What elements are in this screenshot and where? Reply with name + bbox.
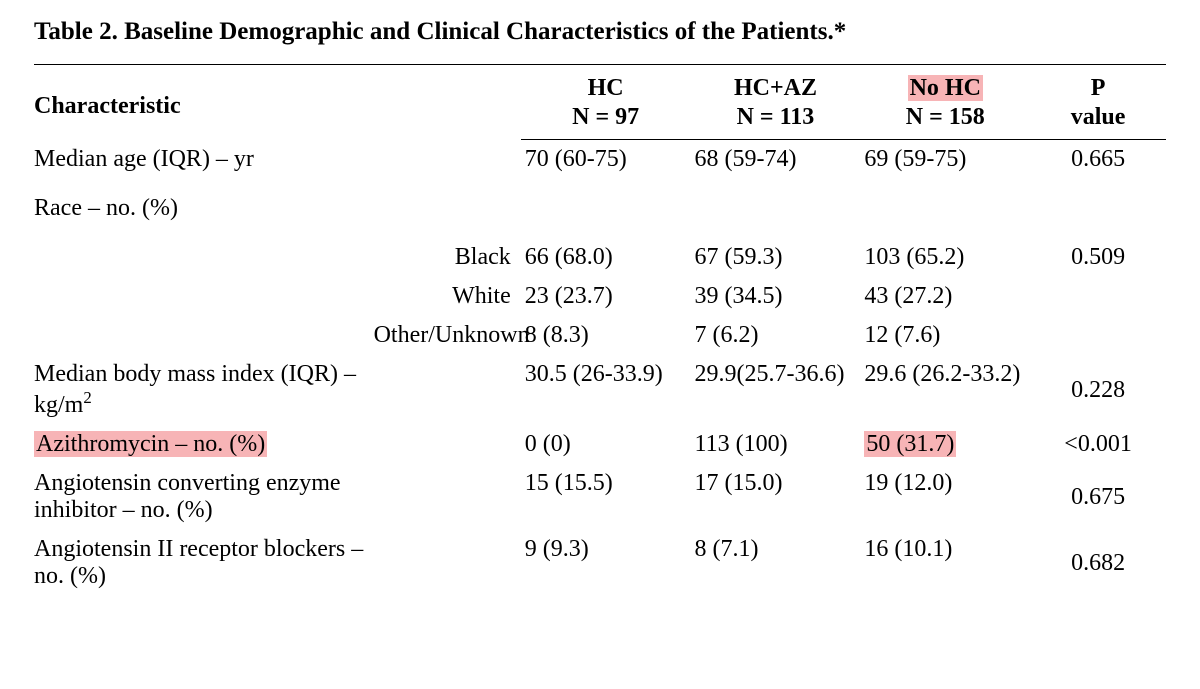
table-row: Azithromycin – no. (%) 0 (0)113 (100)50 (… — [34, 425, 1166, 464]
cell-hcaz: 17 (15.0) — [691, 464, 861, 530]
highlight: Azithromycin – no. (%) — [34, 431, 267, 457]
cell-pvalue: 0.228 — [1030, 355, 1166, 425]
cell-hcaz: 68 (59-74) — [691, 140, 861, 180]
table-body: Median age (IQR) – yr 70 (60-75)68 (59-74… — [34, 140, 1166, 597]
page: Table 2. Baseline Demographic and Clinic… — [0, 0, 1200, 626]
cell-nohc: 16 (10.1) — [860, 530, 1030, 596]
row-label: Angiotensin converting enzyme inhibitor … — [34, 464, 374, 530]
cell-nohc: 12 (7.6) — [860, 316, 1030, 355]
cell-nohc: 43 (27.2) — [860, 277, 1030, 316]
header-characteristic: Characteristic — [34, 65, 521, 140]
header-group-nohc-label: No HC — [908, 75, 983, 101]
cell-pvalue — [1030, 277, 1166, 316]
cell-hcaz: 8 (7.1) — [691, 530, 861, 596]
cell-nohc: 29.6 (26.2-33.2) — [860, 355, 1030, 425]
header-p-top: P — [1030, 65, 1166, 104]
cell-nohc: 19 (12.0) — [860, 464, 1030, 530]
cell-pvalue — [1030, 316, 1166, 355]
header-n-hcaz: N = 113 — [691, 103, 861, 140]
cell-nohc: 69 (59-75) — [860, 140, 1030, 180]
table-row: Angiotensin converting enzyme inhibitor … — [34, 464, 1166, 530]
row-label — [34, 277, 374, 316]
table-title: Table 2. Baseline Demographic and Clinic… — [34, 18, 1166, 46]
row-sublabel — [374, 464, 521, 530]
cell-hcaz: 29.9(25.7-36.6) — [691, 355, 861, 425]
row-label — [34, 316, 374, 355]
cell-hcaz: 39 (34.5) — [691, 277, 861, 316]
table-row: Median body mass index (IQR) – kg/m2 30.5… — [34, 355, 1166, 425]
cell-hc: 23 (23.7) — [521, 277, 691, 316]
cell-hc: 9 (9.3) — [521, 530, 691, 596]
cell-pvalue: 0.509 — [1030, 238, 1166, 277]
row-label: Median body mass index (IQR) – kg/m2 — [34, 355, 374, 425]
header-group-nohc: No HC — [860, 65, 1030, 104]
table-row: Median age (IQR) – yr 70 (60-75)68 (59-74… — [34, 140, 1166, 180]
cell-pvalue: <0.001 — [1030, 425, 1166, 464]
cell-hc: 0 (0) — [521, 425, 691, 464]
cell-hc: 70 (60-75) — [521, 140, 691, 180]
cell-hcaz: 113 (100) — [691, 425, 861, 464]
row-sublabel — [374, 530, 521, 596]
clinical-table: Characteristic HC HC+AZ No HC P N = 97 N… — [34, 64, 1166, 596]
row-label: Median age (IQR) – yr — [34, 140, 374, 180]
row-label: Azithromycin – no. (%) — [34, 425, 374, 464]
cell-hc: 30.5 (26-33.9) — [521, 355, 691, 425]
cell-hcaz: 67 (59.3) — [691, 238, 861, 277]
cell-hc: 15 (15.5) — [521, 464, 691, 530]
cell-pvalue: 0.675 — [1030, 464, 1166, 530]
row-sublabel — [374, 425, 521, 464]
row-label: Angiotensin II receptor blockers – no. (… — [34, 530, 374, 596]
cell-pvalue: 0.665 — [1030, 140, 1166, 180]
row-label: Race – no. (%) — [34, 179, 1166, 238]
header-p-bot: value — [1030, 103, 1166, 140]
cell-hcaz: 7 (6.2) — [691, 316, 861, 355]
row-sublabel — [374, 140, 521, 180]
header-group-hc: HC — [521, 65, 691, 104]
cell-hc: 8 (8.3) — [521, 316, 691, 355]
row-sublabel: Other/Unknown — [374, 316, 521, 355]
header-n-nohc: N = 158 — [860, 103, 1030, 140]
table-row: Other/Unknown8 (8.3)7 (6.2)12 (7.6) — [34, 316, 1166, 355]
table-row: Angiotensin II receptor blockers – no. (… — [34, 530, 1166, 596]
highlight: 50 (31.7) — [864, 431, 956, 457]
cell-pvalue: 0.682 — [1030, 530, 1166, 596]
cell-nohc: 103 (65.2) — [860, 238, 1030, 277]
row-sublabel: Black — [374, 238, 521, 277]
table-row: White23 (23.7)39 (34.5)43 (27.2) — [34, 277, 1166, 316]
cell-nohc: 50 (31.7) — [860, 425, 1030, 464]
table-row: Black66 (68.0)67 (59.3)103 (65.2)0.509 — [34, 238, 1166, 277]
row-label — [34, 238, 374, 277]
table-row: Race – no. (%) — [34, 179, 1166, 238]
header-group-hcaz: HC+AZ — [691, 65, 861, 104]
cell-hc: 66 (68.0) — [521, 238, 691, 277]
row-sublabel — [374, 355, 521, 425]
table-header: Characteristic HC HC+AZ No HC P N = 97 N… — [34, 65, 1166, 140]
row-sublabel: White — [374, 277, 521, 316]
header-n-hc: N = 97 — [521, 103, 691, 140]
